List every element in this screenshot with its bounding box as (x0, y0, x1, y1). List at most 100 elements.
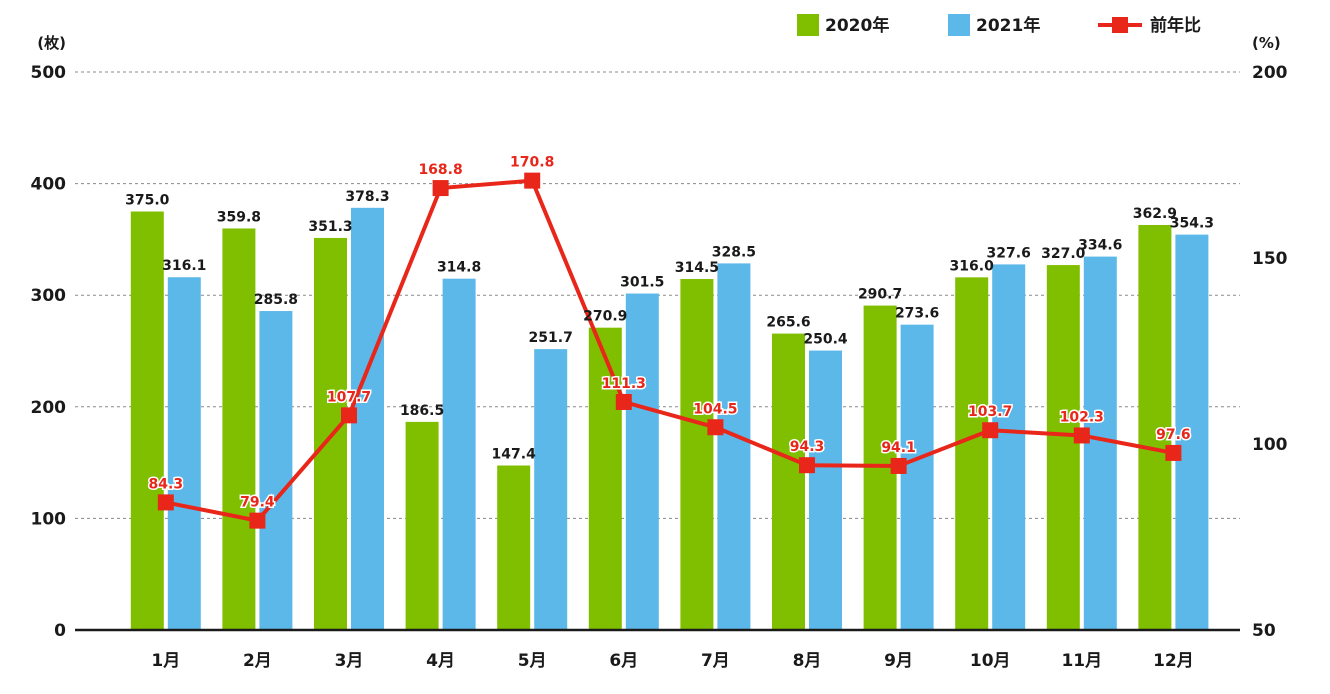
y-right-tick-label: 200 (1252, 63, 1288, 83)
bar-2020-value-label: 375.0 (125, 193, 170, 209)
bar-2020-value-label: 316.0 (950, 258, 995, 274)
bar-2021 (625, 293, 659, 630)
bar-2021-value-label: 334.6 (1078, 238, 1122, 254)
legend: 2020年 2021年 前年比 (797, 14, 1201, 36)
bar-2020 (1138, 225, 1172, 630)
y-left-tick-label: 300 (31, 286, 67, 306)
bar-2021-value-label: 316.1 (162, 258, 206, 274)
bar-2020-value-label: 351.3 (308, 219, 352, 235)
x-tick-label: 4月 (426, 651, 455, 671)
bar-2020 (1046, 265, 1080, 630)
x-tick-label: 1月 (151, 651, 180, 671)
bar-2020 (588, 327, 622, 630)
legend-swatch-2020 (797, 14, 819, 36)
legend-marker-ratio (1112, 17, 1128, 33)
x-tick-label: 12月 (1153, 651, 1194, 671)
y-left-tick-label: 400 (31, 175, 67, 195)
bar-2021-value-label: 314.8 (437, 260, 481, 276)
axes: 0 100 200 300 400 500 50 100 150 200 (枚) (%) 1月 2月 3月 4… (31, 34, 1288, 671)
bar-2021-value-label: 327.6 (987, 245, 1031, 261)
bar-2021 (809, 350, 842, 630)
ratio-marker (890, 457, 907, 474)
y-left-tick-label: 500 (31, 63, 67, 83)
ratio-marker (982, 422, 999, 439)
y-right-tick-label: 150 (1252, 249, 1288, 269)
legend-label-2020: 2020年 (825, 15, 889, 36)
x-tick-label: 7月 (701, 651, 730, 671)
ratio-value-label: 111.3 (602, 376, 646, 392)
bar-2020-value-label: 147.4 (492, 447, 537, 463)
x-tick-label: 6月 (609, 651, 638, 671)
y-right-tick-label: 100 (1252, 435, 1288, 455)
ratio-marker (157, 494, 174, 511)
bar-2021-value-label: 301.5 (620, 275, 664, 291)
bar-2021-value-label: 354.3 (1170, 216, 1214, 232)
bar-2021-value-label: 285.8 (254, 292, 298, 308)
bar-2020-value-label: 186.5 (400, 403, 444, 419)
legend-label-ratio: 前年比 (1150, 15, 1201, 36)
x-tick-label: 5月 (518, 651, 547, 671)
y-right-unit: (%) (1252, 34, 1281, 52)
bar-2020 (497, 465, 531, 630)
ratio-marker (615, 393, 632, 410)
ratio-value-label: 84.3 (149, 476, 184, 492)
bar-2020-value-label: 327.0 (1041, 246, 1086, 262)
y-left-tick-label: 0 (54, 621, 66, 641)
ratio-value-label: 168.8 (418, 162, 462, 178)
y-left-tick-label: 200 (31, 398, 67, 418)
ratio-marker (432, 180, 449, 197)
ratio-marker (524, 172, 541, 189)
ratio-value-label: 97.6 (1156, 427, 1191, 443)
y-left-tick-label: 100 (31, 509, 67, 529)
ratio-value-label: 104.5 (693, 401, 737, 417)
bar-2021-value-label: 250.4 (803, 332, 848, 348)
bar-2021 (259, 311, 293, 630)
ratio-marker (707, 419, 724, 436)
bar-2020-value-label: 362.9 (1133, 206, 1177, 222)
data-labels: 375.0 316.1 359.8 285.8 351.3 378.3 186.5 314.8… (125, 153, 1214, 512)
ratio-value-label: 107.7 (327, 389, 371, 405)
bars (130, 207, 1209, 630)
bar-2020-value-label: 265.6 (766, 315, 810, 331)
bar-2020-value-label: 290.7 (858, 287, 902, 303)
bar-2020 (222, 228, 256, 630)
bar-2020-value-label: 270.9 (583, 309, 627, 325)
bar-2021 (442, 278, 476, 630)
bar-2021 (167, 277, 201, 630)
y-right-tick-label: 50 (1252, 621, 1276, 641)
ratio-value-label: 94.3 (790, 439, 825, 455)
bar-2020 (680, 279, 714, 630)
bar-2020 (405, 421, 439, 630)
bar-2021 (717, 263, 751, 630)
bar-2020 (130, 211, 164, 630)
bar-2021 (992, 264, 1026, 630)
ratio-value-label: 102.3 (1060, 409, 1104, 425)
legend-label-2021: 2021年 (976, 15, 1040, 36)
ratio-line (157, 172, 1182, 529)
ratio-value-label: 94.1 (881, 440, 916, 456)
x-tick-label: 11月 (1061, 651, 1102, 671)
bar-2021 (534, 349, 568, 630)
x-tick-label: 8月 (793, 651, 822, 671)
bar-2021-value-label: 251.7 (529, 330, 573, 346)
ratio-value-label: 103.7 (968, 404, 1012, 420)
bar-2021-value-label: 273.6 (895, 306, 939, 322)
bar-2020 (955, 277, 989, 630)
y-left-unit: (枚) (37, 34, 66, 52)
legend-swatch-2021 (948, 14, 970, 36)
bar-2021-value-label: 378.3 (345, 189, 389, 205)
x-tick-label: 10月 (970, 651, 1011, 671)
x-tick-label: 3月 (335, 651, 364, 671)
bar-2020-value-label: 359.8 (217, 209, 261, 225)
ratio-marker (1073, 427, 1090, 444)
bar-2020-value-label: 314.5 (675, 260, 719, 276)
ratio-polyline (165, 178, 1174, 523)
x-tick-label: 2月 (243, 651, 272, 671)
bar-2020 (772, 333, 805, 630)
bar-2021 (900, 324, 934, 630)
ratio-value-label: 79.4 (240, 495, 275, 511)
x-tick-label: 9月 (884, 651, 913, 671)
ratio-marker (799, 457, 815, 474)
ratio-marker (1165, 444, 1182, 461)
